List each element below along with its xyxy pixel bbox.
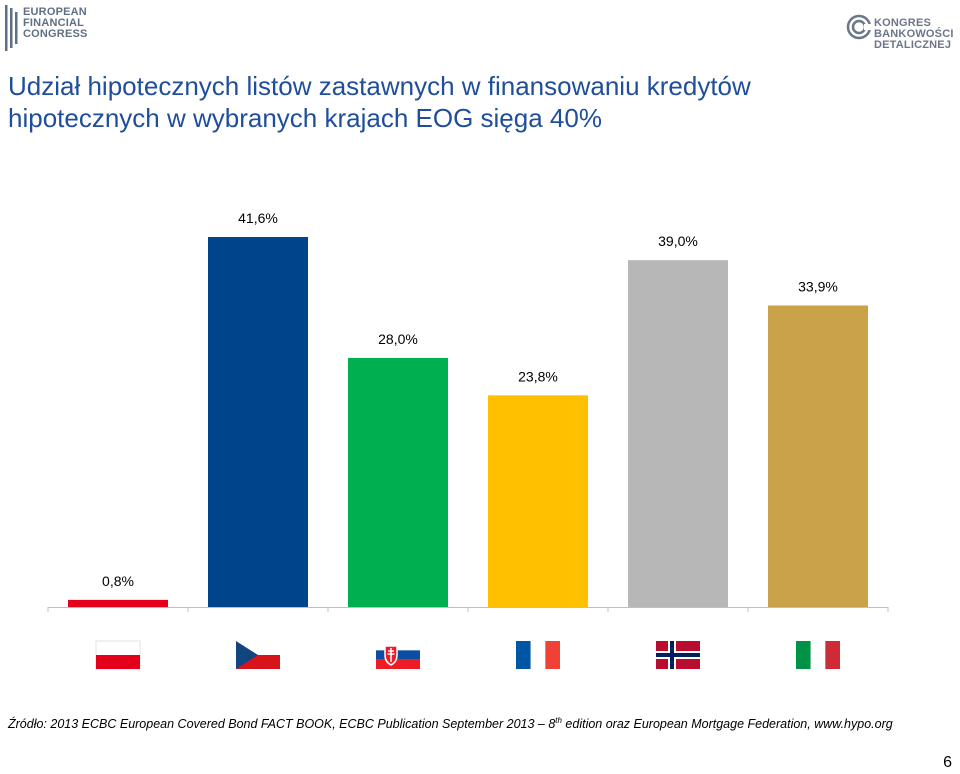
logo-left-line-3: CONGRESS bbox=[23, 28, 88, 40]
page-number: 6 bbox=[943, 754, 952, 771]
european-financial-congress-logo: EUROPEAN FINANCIAL CONGRESS bbox=[4, 4, 87, 54]
data-label-2: 28,0% bbox=[378, 331, 418, 347]
efc-logo-icon bbox=[5, 5, 18, 51]
source-superscript: th bbox=[555, 716, 562, 725]
title-line-1: Udział hipotecznych listów zastawnych w … bbox=[8, 71, 751, 101]
flag-italy-icon bbox=[796, 641, 840, 669]
bar-4 bbox=[628, 260, 728, 607]
data-label-5: 33,9% bbox=[798, 278, 838, 294]
logo-right-line-2: BANKOWOŚCI bbox=[874, 28, 954, 40]
bar-0 bbox=[68, 599, 168, 607]
flag-poland-icon bbox=[95, 640, 141, 670]
logo-left-line-1: EUROPEAN bbox=[23, 6, 87, 18]
title-line-2: hipotecznych w wybranych krajach EOG się… bbox=[8, 103, 602, 133]
flag-czech-icon bbox=[236, 641, 280, 669]
bar-chart: 0,8% 41,6% 28,0% 23,8% 39,0% 33,9% bbox=[47, 210, 889, 670]
source-suffix: edition oraz European Mortgage Federatio… bbox=[561, 717, 893, 732]
logo-right-line-3: DETALICZNEJ bbox=[874, 39, 952, 51]
kongres-bankowosci-detalicznej-logo: KONGRES BANKOWOŚCI DETALICZNEJ bbox=[846, 14, 953, 56]
bar-1 bbox=[208, 237, 308, 607]
source-note: Źródło: 2013 ECBC European Covered Bond … bbox=[8, 716, 893, 731]
kbd-logo-icon bbox=[846, 14, 872, 40]
data-label-0: 0,8% bbox=[102, 573, 134, 589]
flag-slovakia-icon bbox=[376, 641, 420, 669]
slide-title: Udział hipotecznych listów zastawnych w … bbox=[8, 70, 908, 134]
logo-left-line-2: FINANCIAL bbox=[23, 17, 85, 29]
data-label-4: 39,0% bbox=[658, 233, 698, 249]
source-prefix: Źródło: 2013 ECBC European Covered Bond … bbox=[8, 717, 556, 732]
bar-2 bbox=[348, 357, 448, 607]
logo-right-line-1: KONGRES bbox=[874, 17, 932, 29]
flag-france-icon bbox=[516, 641, 560, 669]
bar-5 bbox=[768, 305, 868, 607]
data-label-1: 41,6% bbox=[238, 210, 278, 226]
data-label-3: 23,8% bbox=[518, 368, 558, 384]
bar-3 bbox=[488, 395, 588, 607]
flag-norway-icon bbox=[656, 641, 700, 669]
